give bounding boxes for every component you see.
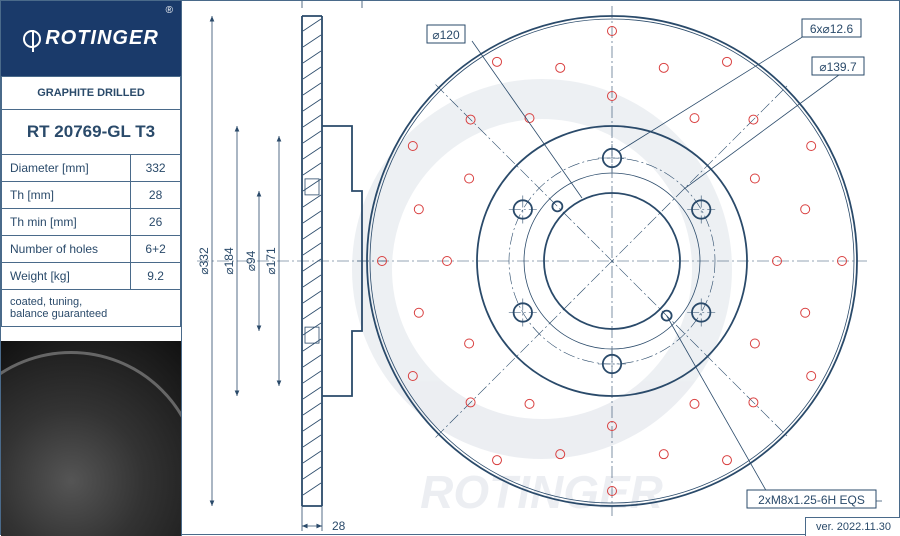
spec-value: 9.2: [131, 263, 181, 290]
brand-name: ROTINGER: [45, 27, 159, 50]
product-photo: [1, 341, 181, 536]
info-panel: ROTINGER ® GRAPHITE DRILLED RT 20769-GL …: [1, 1, 181, 536]
spec-label: Weight [kg]: [2, 263, 131, 290]
spec-note: coated, tuning, balance guaranteed: [2, 290, 181, 327]
spec-value: 28: [131, 182, 181, 209]
drawing-area: ROTINGER ⌀332⌀184⌀94⌀171287.249⌀1206x⌀12…: [181, 1, 900, 536]
version-label: ver. 2022.11.30: [805, 517, 900, 536]
spec-label: Diameter [mm]: [2, 155, 131, 182]
svg-text:⌀94: ⌀94: [244, 250, 258, 271]
svg-text:⌀332: ⌀332: [197, 247, 211, 275]
spec-value: 332: [131, 155, 181, 182]
svg-text:⌀120: ⌀120: [432, 28, 460, 42]
part-number: RT 20769-GL T3: [2, 110, 181, 155]
globe-icon: [23, 30, 41, 48]
svg-text:⌀171: ⌀171: [264, 247, 278, 275]
svg-text:⌀184: ⌀184: [222, 247, 236, 275]
spec-table: GRAPHITE DRILLED RT 20769-GL T3 Diameter…: [1, 76, 181, 327]
spec-value: 6+2: [131, 236, 181, 263]
svg-text:2xM8x1.25-6H EQS: 2xM8x1.25-6H EQS: [758, 493, 865, 507]
spec-label: Th min [mm]: [2, 209, 131, 236]
spec-value: 26: [131, 209, 181, 236]
spec-label: Number of holes: [2, 236, 131, 263]
svg-text:⌀139.7: ⌀139.7: [819, 60, 857, 74]
brand-logo: ROTINGER ®: [1, 1, 181, 76]
registered-icon: ®: [166, 5, 173, 16]
product-type: GRAPHITE DRILLED: [2, 77, 181, 110]
svg-text:6x⌀12.6: 6x⌀12.6: [810, 22, 854, 36]
technical-drawing: ⌀332⌀184⌀94⌀171287.249⌀1206x⌀12.6⌀139.72…: [182, 1, 900, 536]
spec-label: Th [mm]: [2, 182, 131, 209]
svg-text:28: 28: [332, 519, 346, 533]
